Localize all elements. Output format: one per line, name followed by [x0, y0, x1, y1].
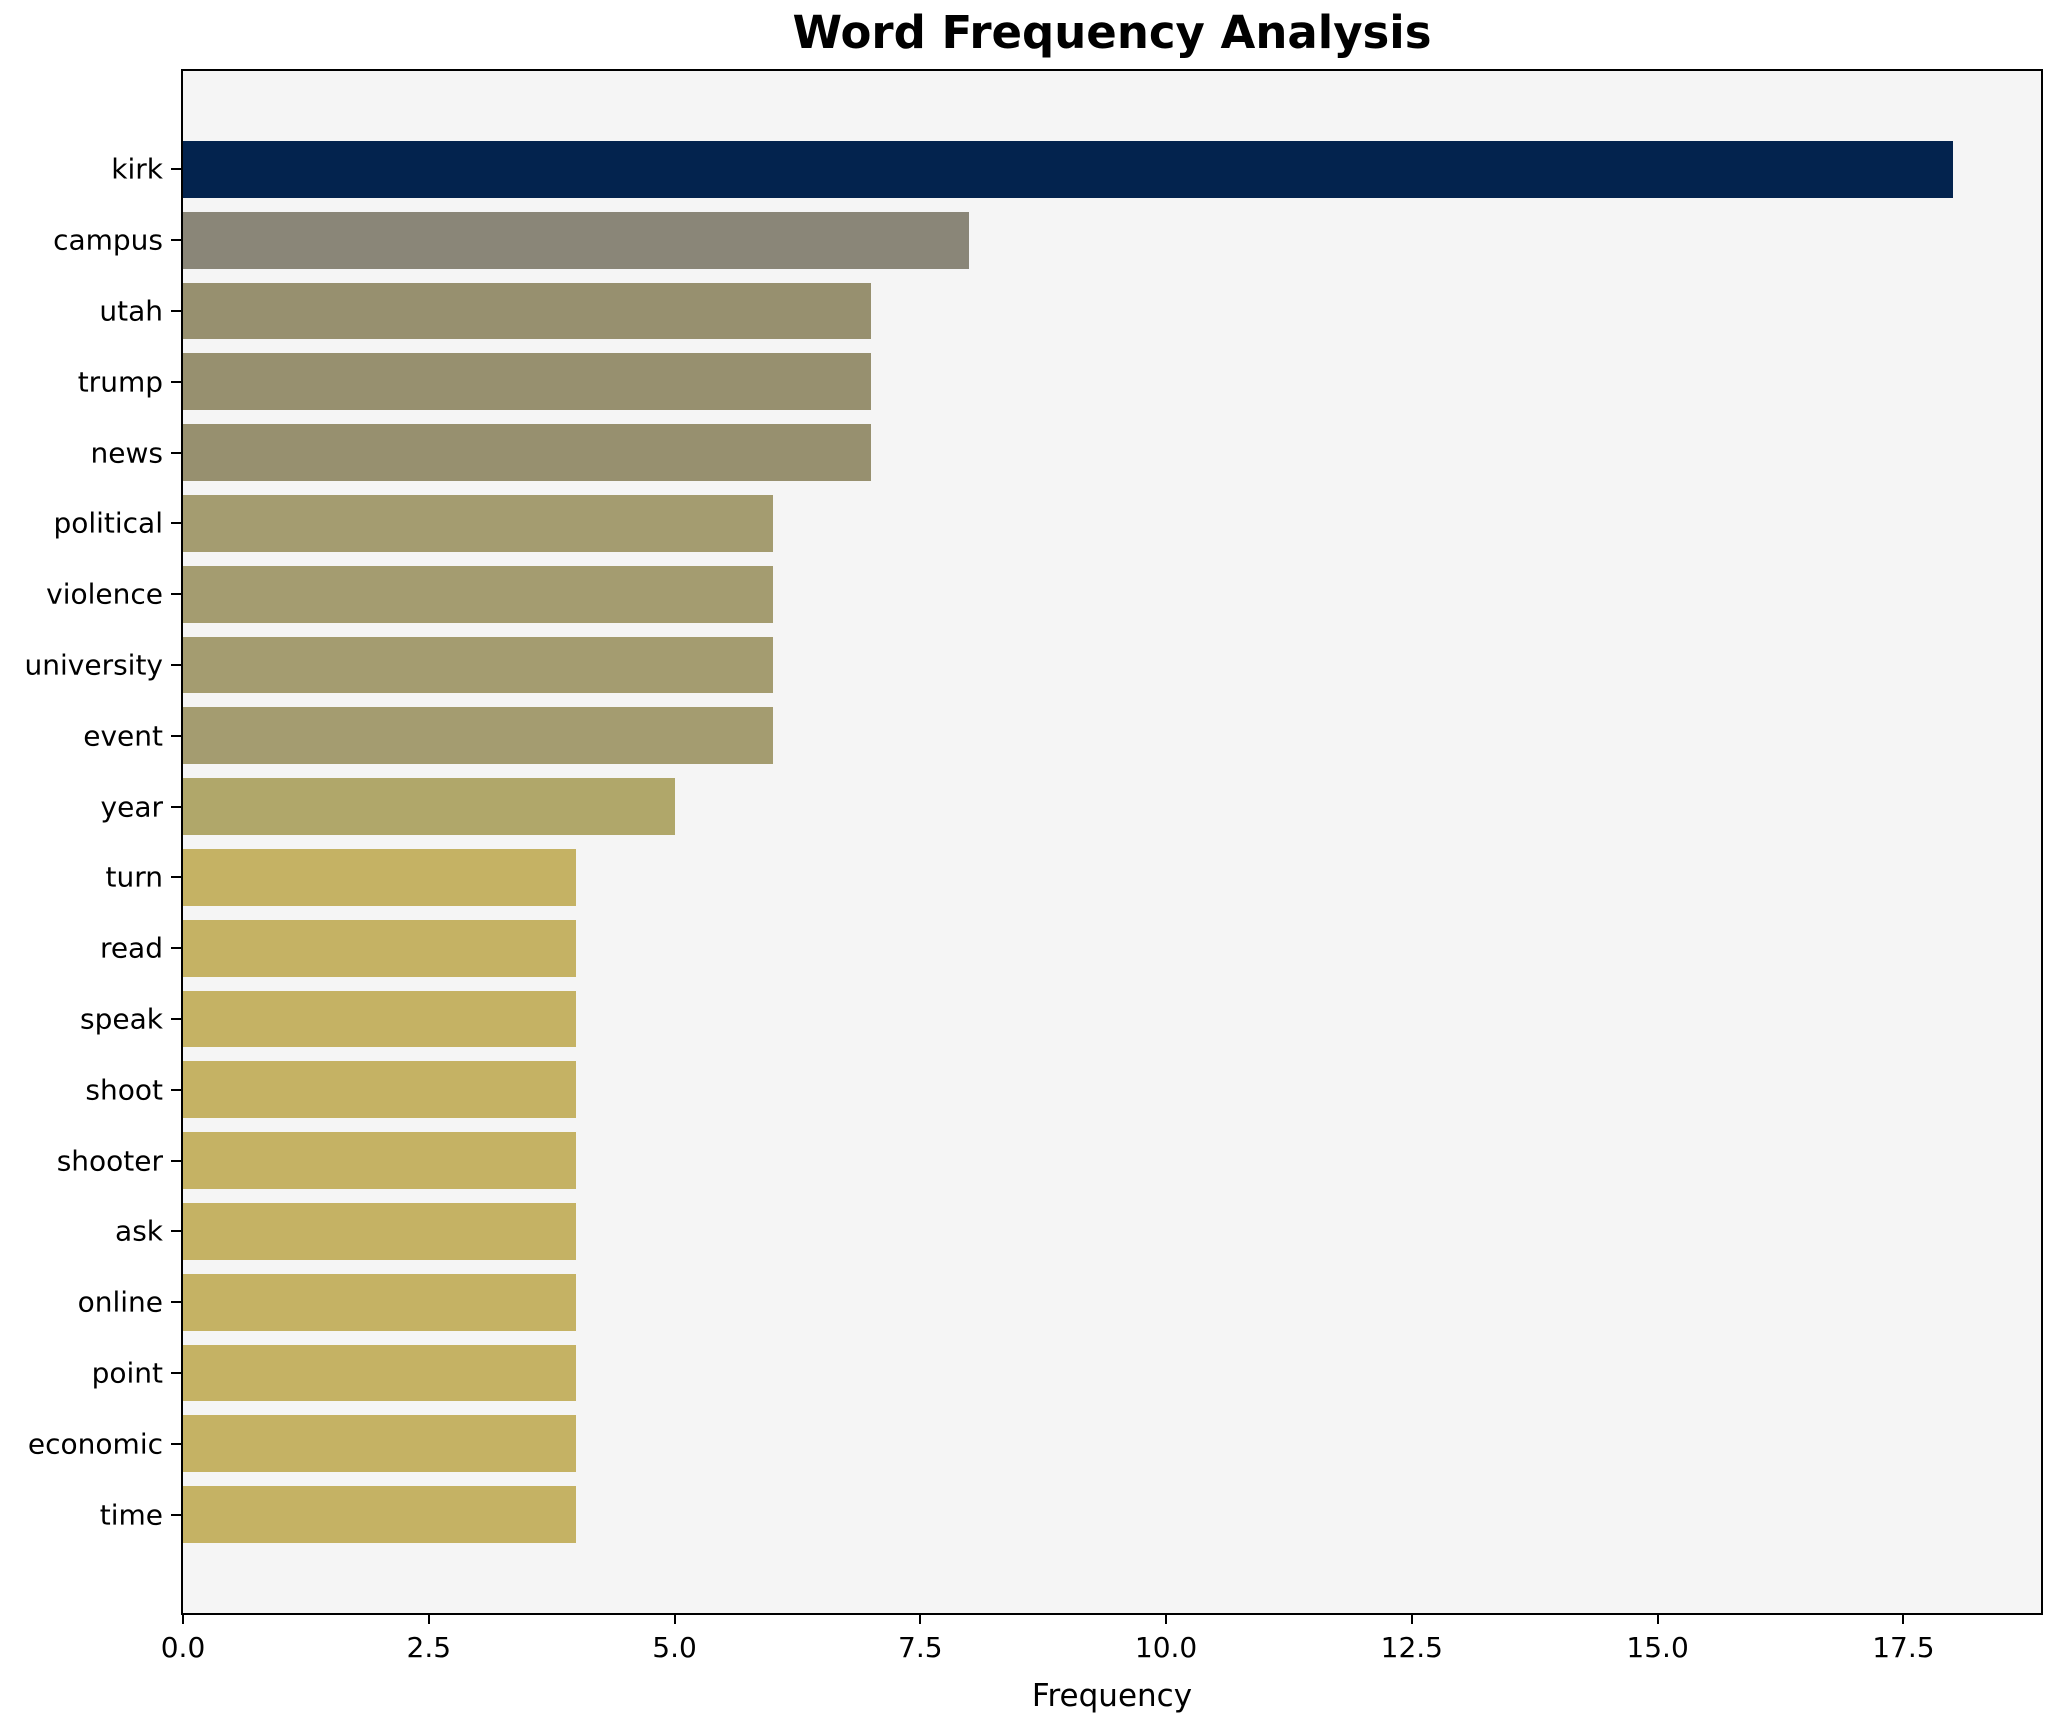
bar-point	[183, 1344, 577, 1402]
bar-university	[183, 636, 773, 694]
bar-kirk	[183, 141, 1953, 198]
y-tick-mark	[171, 310, 181, 312]
y-tick-label-news: news	[90, 436, 163, 470]
y-tick-mark	[171, 1301, 181, 1304]
bar-campus	[183, 211, 970, 269]
y-tick-label-shooter: shooter	[56, 1144, 163, 1178]
y-tick-mark	[171, 1442, 181, 1445]
y-tick-label-political: political	[53, 506, 163, 540]
y-tick-label-economic: economic	[27, 1427, 163, 1461]
y-tick-mark	[171, 1513, 181, 1516]
bar-read	[183, 919, 577, 977]
y-tick-mark	[171, 522, 181, 525]
y-tick-mark	[171, 734, 181, 737]
bar-turn	[183, 849, 577, 906]
x-tick-label: 7.5	[898, 1631, 943, 1664]
y-tick-mark	[171, 451, 181, 454]
y-tick-label-violence: violence	[46, 577, 163, 611]
bar-speak	[183, 990, 577, 1048]
bar-time	[183, 1486, 577, 1543]
y-tick-mark	[171, 947, 181, 950]
y-tick-mark	[171, 664, 181, 666]
x-tick-mark	[1902, 1613, 1905, 1624]
x-tick-mark	[673, 1613, 676, 1624]
x-tick-mark	[919, 1613, 922, 1624]
y-tick-label-kirk: kirk	[111, 152, 163, 186]
bar-online	[183, 1273, 577, 1331]
y-tick-label-trump: trump	[77, 365, 163, 399]
bar-event	[183, 707, 773, 765]
x-tick-label: 10.0	[1134, 1631, 1198, 1664]
bar-news	[183, 424, 872, 481]
y-tick-label-ask: ask	[115, 1214, 163, 1248]
x-axis-label: Frequency	[1031, 1678, 1193, 1714]
y-tick-label-speak: speak	[80, 1002, 163, 1036]
y-tick-mark	[171, 593, 181, 596]
y-tick-mark	[171, 239, 181, 242]
y-tick-mark	[171, 876, 181, 879]
y-tick-label-university: university	[24, 648, 164, 682]
x-tick-mark	[182, 1613, 184, 1624]
y-tick-label-utah: utah	[99, 294, 163, 328]
bar-utah	[183, 282, 872, 340]
y-tick-label-online: online	[77, 1285, 163, 1319]
y-tick-label-event: event	[83, 719, 163, 753]
y-tick-mark	[171, 805, 181, 808]
bar-shoot	[183, 1061, 577, 1119]
bar-trump	[183, 353, 872, 411]
x-tick-mark	[1410, 1613, 1413, 1624]
y-tick-mark	[171, 168, 181, 171]
x-tick-label: 2.5	[406, 1631, 452, 1664]
chart-title: Word Frequency Analysis	[792, 6, 1432, 59]
bar-year	[183, 778, 675, 835]
y-tick-label-time: time	[99, 1498, 163, 1532]
y-tick-mark	[171, 1159, 181, 1162]
x-tick-label: 5.0	[652, 1631, 697, 1664]
y-tick-mark	[171, 1018, 181, 1020]
x-tick-label: 12.5	[1380, 1631, 1443, 1664]
x-tick-label: 0.0	[160, 1631, 206, 1664]
y-tick-label-shoot: shoot	[85, 1073, 163, 1107]
bar-economic	[183, 1415, 577, 1473]
y-tick-mark	[171, 380, 181, 383]
y-tick-label-turn: turn	[105, 860, 164, 894]
y-tick-label-campus: campus	[53, 223, 163, 257]
bar-political	[183, 495, 773, 552]
bar-violence	[183, 565, 773, 623]
x-tick-mark	[1165, 1613, 1168, 1624]
x-tick-label: 17.5	[1872, 1631, 1935, 1664]
bar-ask	[183, 1203, 577, 1260]
bar-shooter	[183, 1132, 577, 1189]
y-tick-mark	[171, 1088, 181, 1091]
x-tick-mark	[427, 1613, 430, 1624]
x-tick-label: 15.0	[1626, 1631, 1689, 1664]
y-tick-label-point: point	[91, 1356, 163, 1390]
y-tick-mark	[171, 1230, 181, 1233]
y-tick-label-read: read	[99, 931, 163, 965]
y-tick-mark	[171, 1372, 181, 1374]
y-tick-label-year: year	[100, 790, 163, 824]
x-tick-mark	[1656, 1613, 1659, 1624]
